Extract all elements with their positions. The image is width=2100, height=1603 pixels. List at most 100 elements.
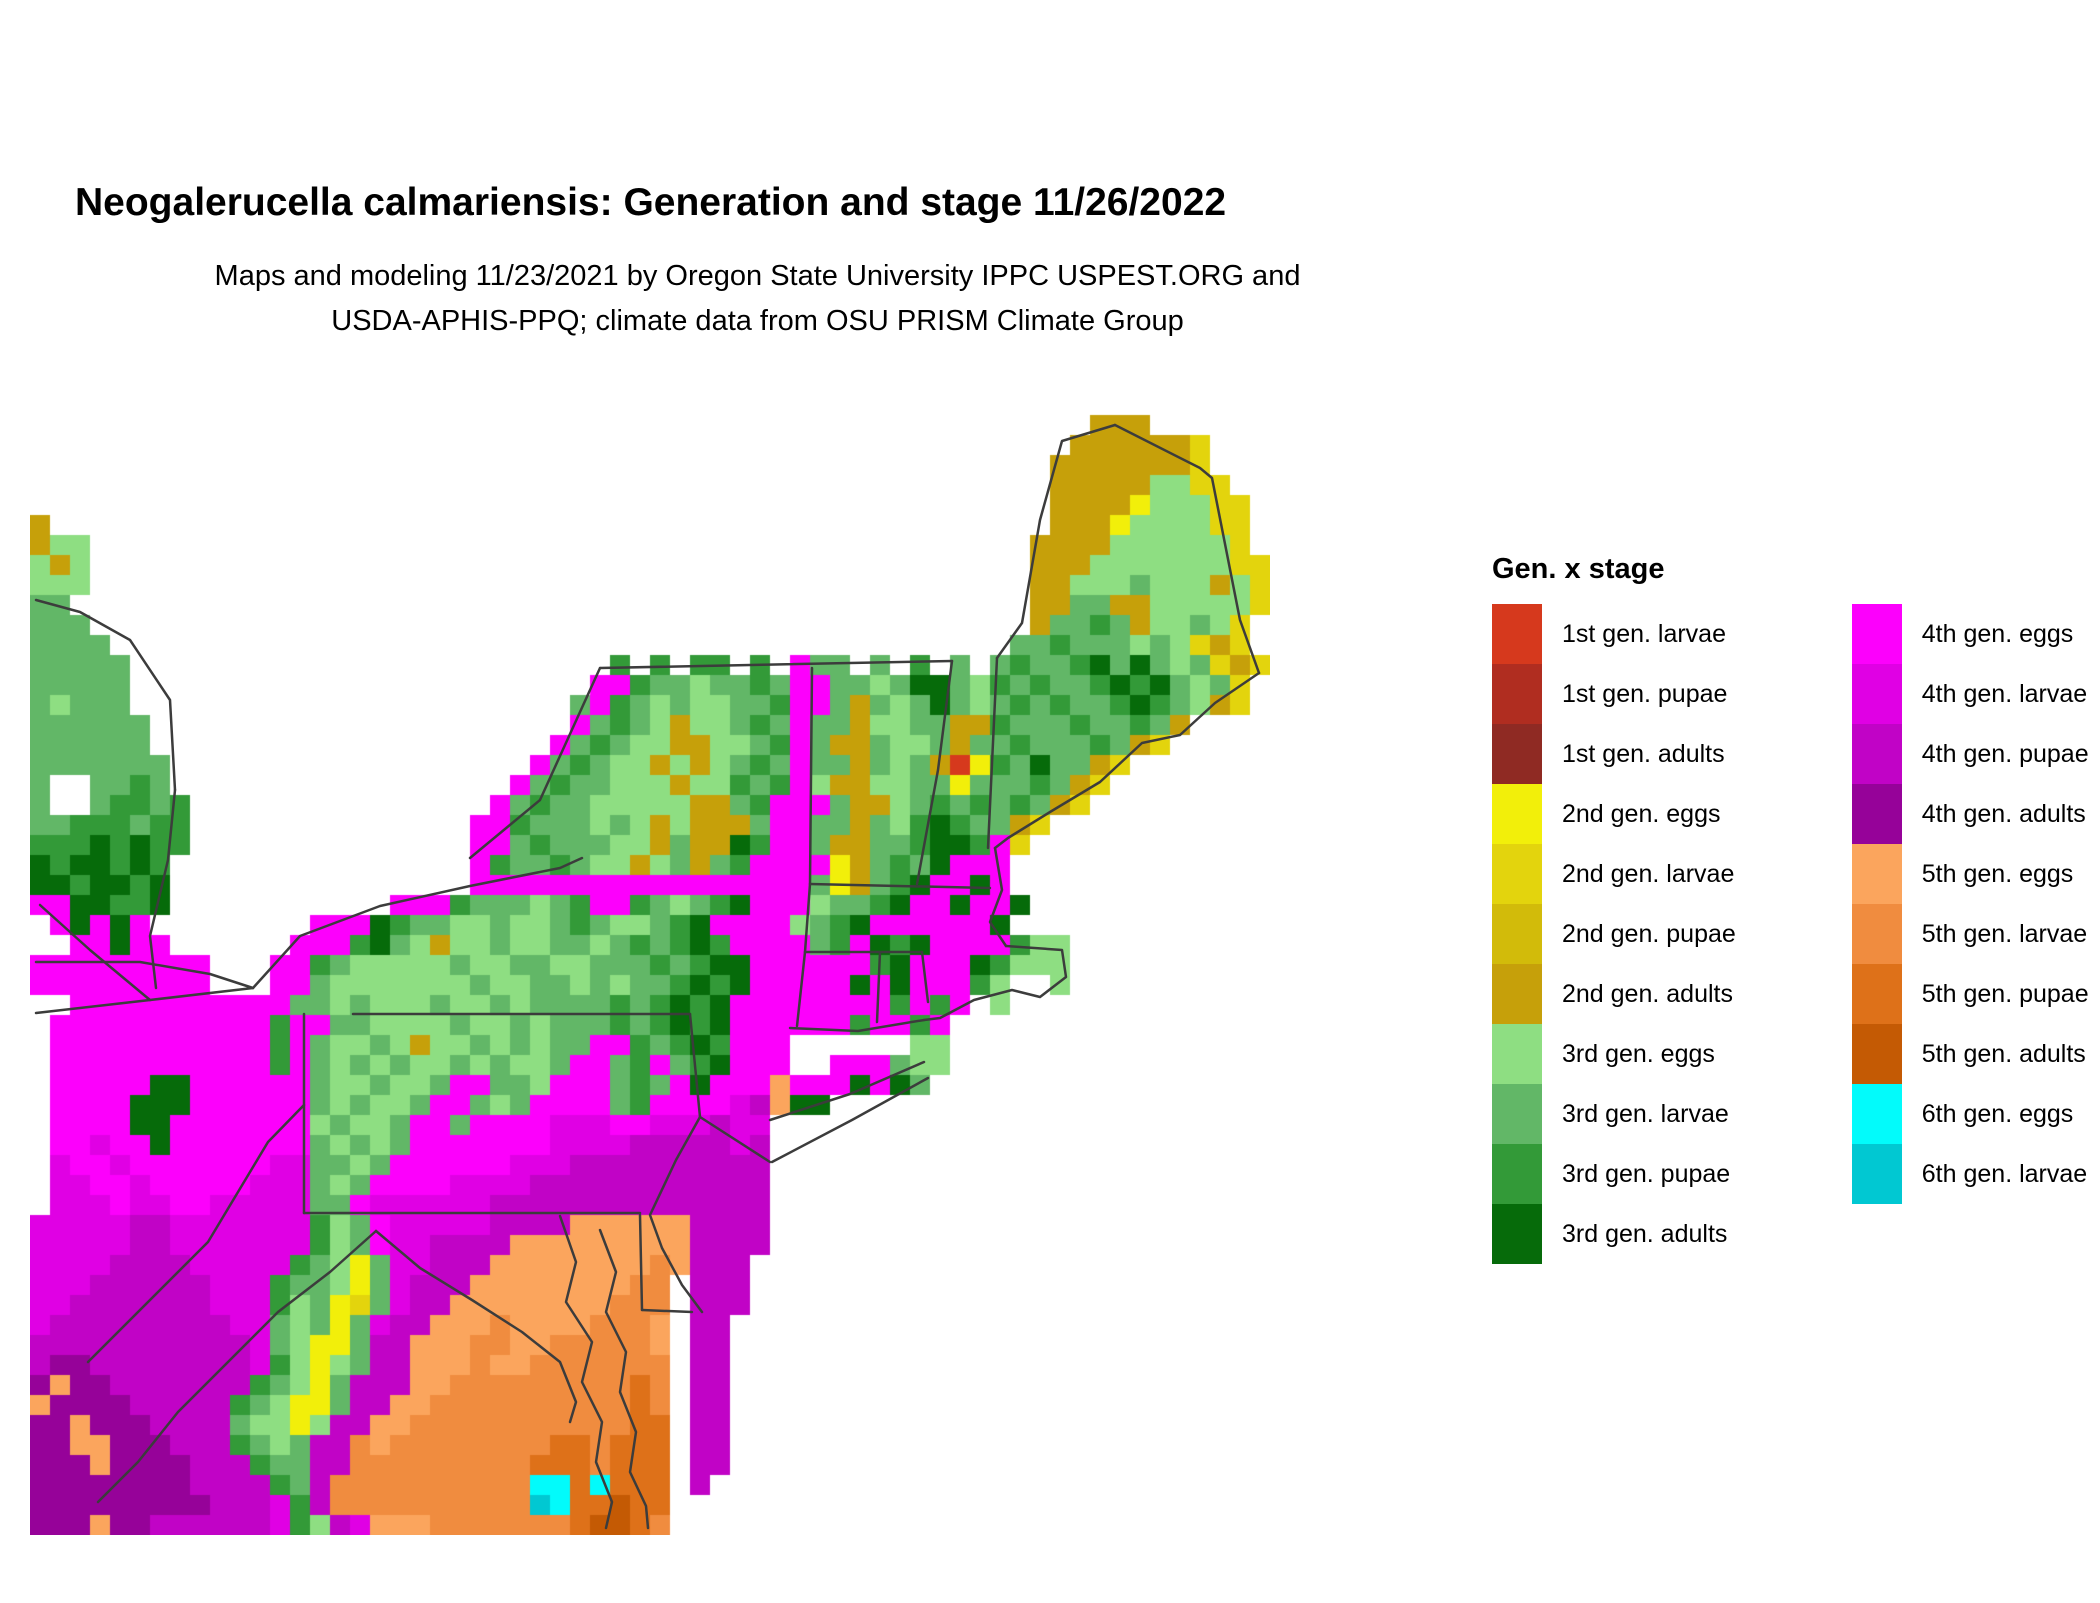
legend-entry-label: 3rd gen. pupae xyxy=(1562,1159,1731,1188)
state-border-line xyxy=(86,1103,306,1364)
legend-swatch xyxy=(1492,1144,1542,1204)
state-border-line xyxy=(648,1115,704,1314)
state-border-line xyxy=(34,986,255,1015)
legend-entry-label: 4th gen. pupae xyxy=(1921,739,2089,768)
state-border-line xyxy=(808,882,992,890)
legend-swatch xyxy=(1851,724,1902,784)
legend-swatch xyxy=(1851,664,1902,724)
legend-swatch xyxy=(1492,844,1542,904)
page-subtitle-line2: USDA-APHIS-PPQ; climate data from OSU PR… xyxy=(331,305,1184,337)
state-border-line xyxy=(598,659,954,670)
legend-entry: 5th gen. adults xyxy=(1851,1024,2089,1084)
page-subtitle: Maps and modeling 11/23/2021 by Oregon S… xyxy=(75,254,1440,344)
legend-swatch xyxy=(1492,904,1542,964)
legend-entry: 2nd gen. pupae xyxy=(1492,904,1736,964)
legend-swatch xyxy=(1851,844,1902,904)
legend-title: Gen. x stage xyxy=(1492,553,1665,585)
legend-entry: 4th gen. eggs xyxy=(1851,604,2089,664)
legend-entry: 5th gen. eggs xyxy=(1851,844,2089,904)
state-border-line xyxy=(1113,423,1261,675)
legend: Gen. x stage 1st gen. larvae 1st gen. pup… xyxy=(1492,553,2089,1264)
legend-entry-label: 5th gen. adults xyxy=(1921,1039,2086,1068)
legend-entry-label: 6th gen. larvae xyxy=(1921,1159,2088,1188)
state-border-line xyxy=(251,856,584,990)
state-border-line xyxy=(770,1076,930,1164)
state-border-line xyxy=(875,950,882,1024)
legend-swatch xyxy=(1492,784,1542,844)
legend-entry: 1st gen. pupae xyxy=(1492,664,1736,724)
legend-entry: 6th gen. eggs xyxy=(1851,1084,2089,1144)
state-border-line xyxy=(988,846,1008,948)
legend-entry: 3rd gen. eggs xyxy=(1492,1024,1736,1084)
legend-entry-label: 2nd gen. adults xyxy=(1562,979,1733,1008)
legend-entry: 2nd gen. larvae xyxy=(1492,844,1736,904)
legend-swatch xyxy=(1492,724,1542,784)
legend-entry: 3rd gen. pupae xyxy=(1492,1144,1736,1204)
legend-entry-label: 4th gen. larvae xyxy=(1921,679,2088,708)
legend-swatch xyxy=(1851,1144,1902,1204)
legend-entry-label: 1st gen. pupae xyxy=(1562,679,1728,708)
legend-entry: 5th gen. larvae xyxy=(1851,904,2089,964)
legend-swatch xyxy=(1851,904,1902,964)
legend-swatch xyxy=(1492,1084,1542,1144)
legend-entry: 4th gen. larvae xyxy=(1851,664,2089,724)
state-border-line xyxy=(468,666,602,860)
legend-swatch xyxy=(1851,1084,1902,1144)
state-borders-overlay xyxy=(34,423,1261,1530)
legend-entry: 1st gen. larvae xyxy=(1492,604,1736,664)
state-border-line xyxy=(795,950,807,1028)
legend-entry-label: 2nd gen. eggs xyxy=(1562,799,1721,828)
page-subtitle-line1: Maps and modeling 11/23/2021 by Oregon S… xyxy=(214,260,1301,292)
legend-entry: 4th gen. adults xyxy=(1851,784,2089,844)
phenology-map-region xyxy=(30,395,1270,1535)
legend-column-left: 1st gen. larvae 1st gen. pupae 1st gen. ad… xyxy=(1492,604,1736,1264)
legend-entry-label: 4th gen. adults xyxy=(1921,799,2086,828)
legend-swatch xyxy=(1492,964,1542,1024)
legend-entry-label: 3rd gen. adults xyxy=(1562,1219,1728,1248)
state-border-line xyxy=(986,656,999,850)
legend-swatch xyxy=(1492,1024,1542,1084)
legend-entry-label: 5th gen. pupae xyxy=(1921,979,2089,1008)
legend-entry: 4th gen. pupae xyxy=(1851,724,2089,784)
state-border-line xyxy=(808,666,814,886)
state-border-line xyxy=(598,1228,650,1530)
legend-columns: 1st gen. larvae 1st gen. pupae 1st gen. ad… xyxy=(1492,604,2089,1264)
legend-swatch xyxy=(1492,1204,1542,1264)
state-border-line xyxy=(38,903,152,1002)
legend-entry-label: 2nd gen. pupae xyxy=(1562,919,1736,948)
legend-entry-label: 6th gen. eggs xyxy=(1921,1099,2074,1128)
legend-entry-label: 2nd gen. larvae xyxy=(1562,859,1735,888)
state-border-line xyxy=(803,882,812,954)
state-border-line xyxy=(915,659,954,886)
state-border-line xyxy=(993,671,1261,850)
legend-swatch xyxy=(1851,784,1902,844)
legend-entry: 3rd gen. adults xyxy=(1492,1204,1736,1264)
legend-entry: 2nd gen. adults xyxy=(1492,964,1736,1024)
state-border-line xyxy=(995,423,1117,660)
state-border-line xyxy=(96,1229,378,1504)
state-border-line xyxy=(34,960,255,990)
legend-entry-label: 5th gen. eggs xyxy=(1921,859,2074,888)
state-border-line xyxy=(920,950,930,1004)
state-border-line xyxy=(640,1308,694,1314)
state-border-line xyxy=(788,1018,926,1033)
legend-swatch xyxy=(1851,1024,1902,1084)
state-border-line xyxy=(768,1060,926,1122)
legend-entry-label: 1st gen. larvae xyxy=(1562,619,1726,648)
legend-entry: 2nd gen. eggs xyxy=(1492,784,1736,844)
legend-swatch xyxy=(1492,604,1542,664)
state-border-line xyxy=(922,944,1068,1022)
legend-entry-label: 4th gen. eggs xyxy=(1921,619,2074,648)
state-border-line xyxy=(34,598,177,792)
state-border-line xyxy=(688,1012,772,1164)
legend-entry: 5th gen. pupae xyxy=(1851,964,2089,1024)
legend-entry-label: 3rd gen. eggs xyxy=(1562,1039,1715,1068)
state-border-line xyxy=(148,788,177,990)
legend-swatch xyxy=(1492,664,1542,724)
state-border-line xyxy=(374,1229,578,1424)
legend-swatch xyxy=(1851,964,1902,1024)
legend-entry-label: 1st gen. adults xyxy=(1562,739,1725,768)
legend-entry: 6th gen. larvae xyxy=(1851,1144,2089,1204)
legend-entry-label: 5th gen. larvae xyxy=(1921,919,2088,948)
